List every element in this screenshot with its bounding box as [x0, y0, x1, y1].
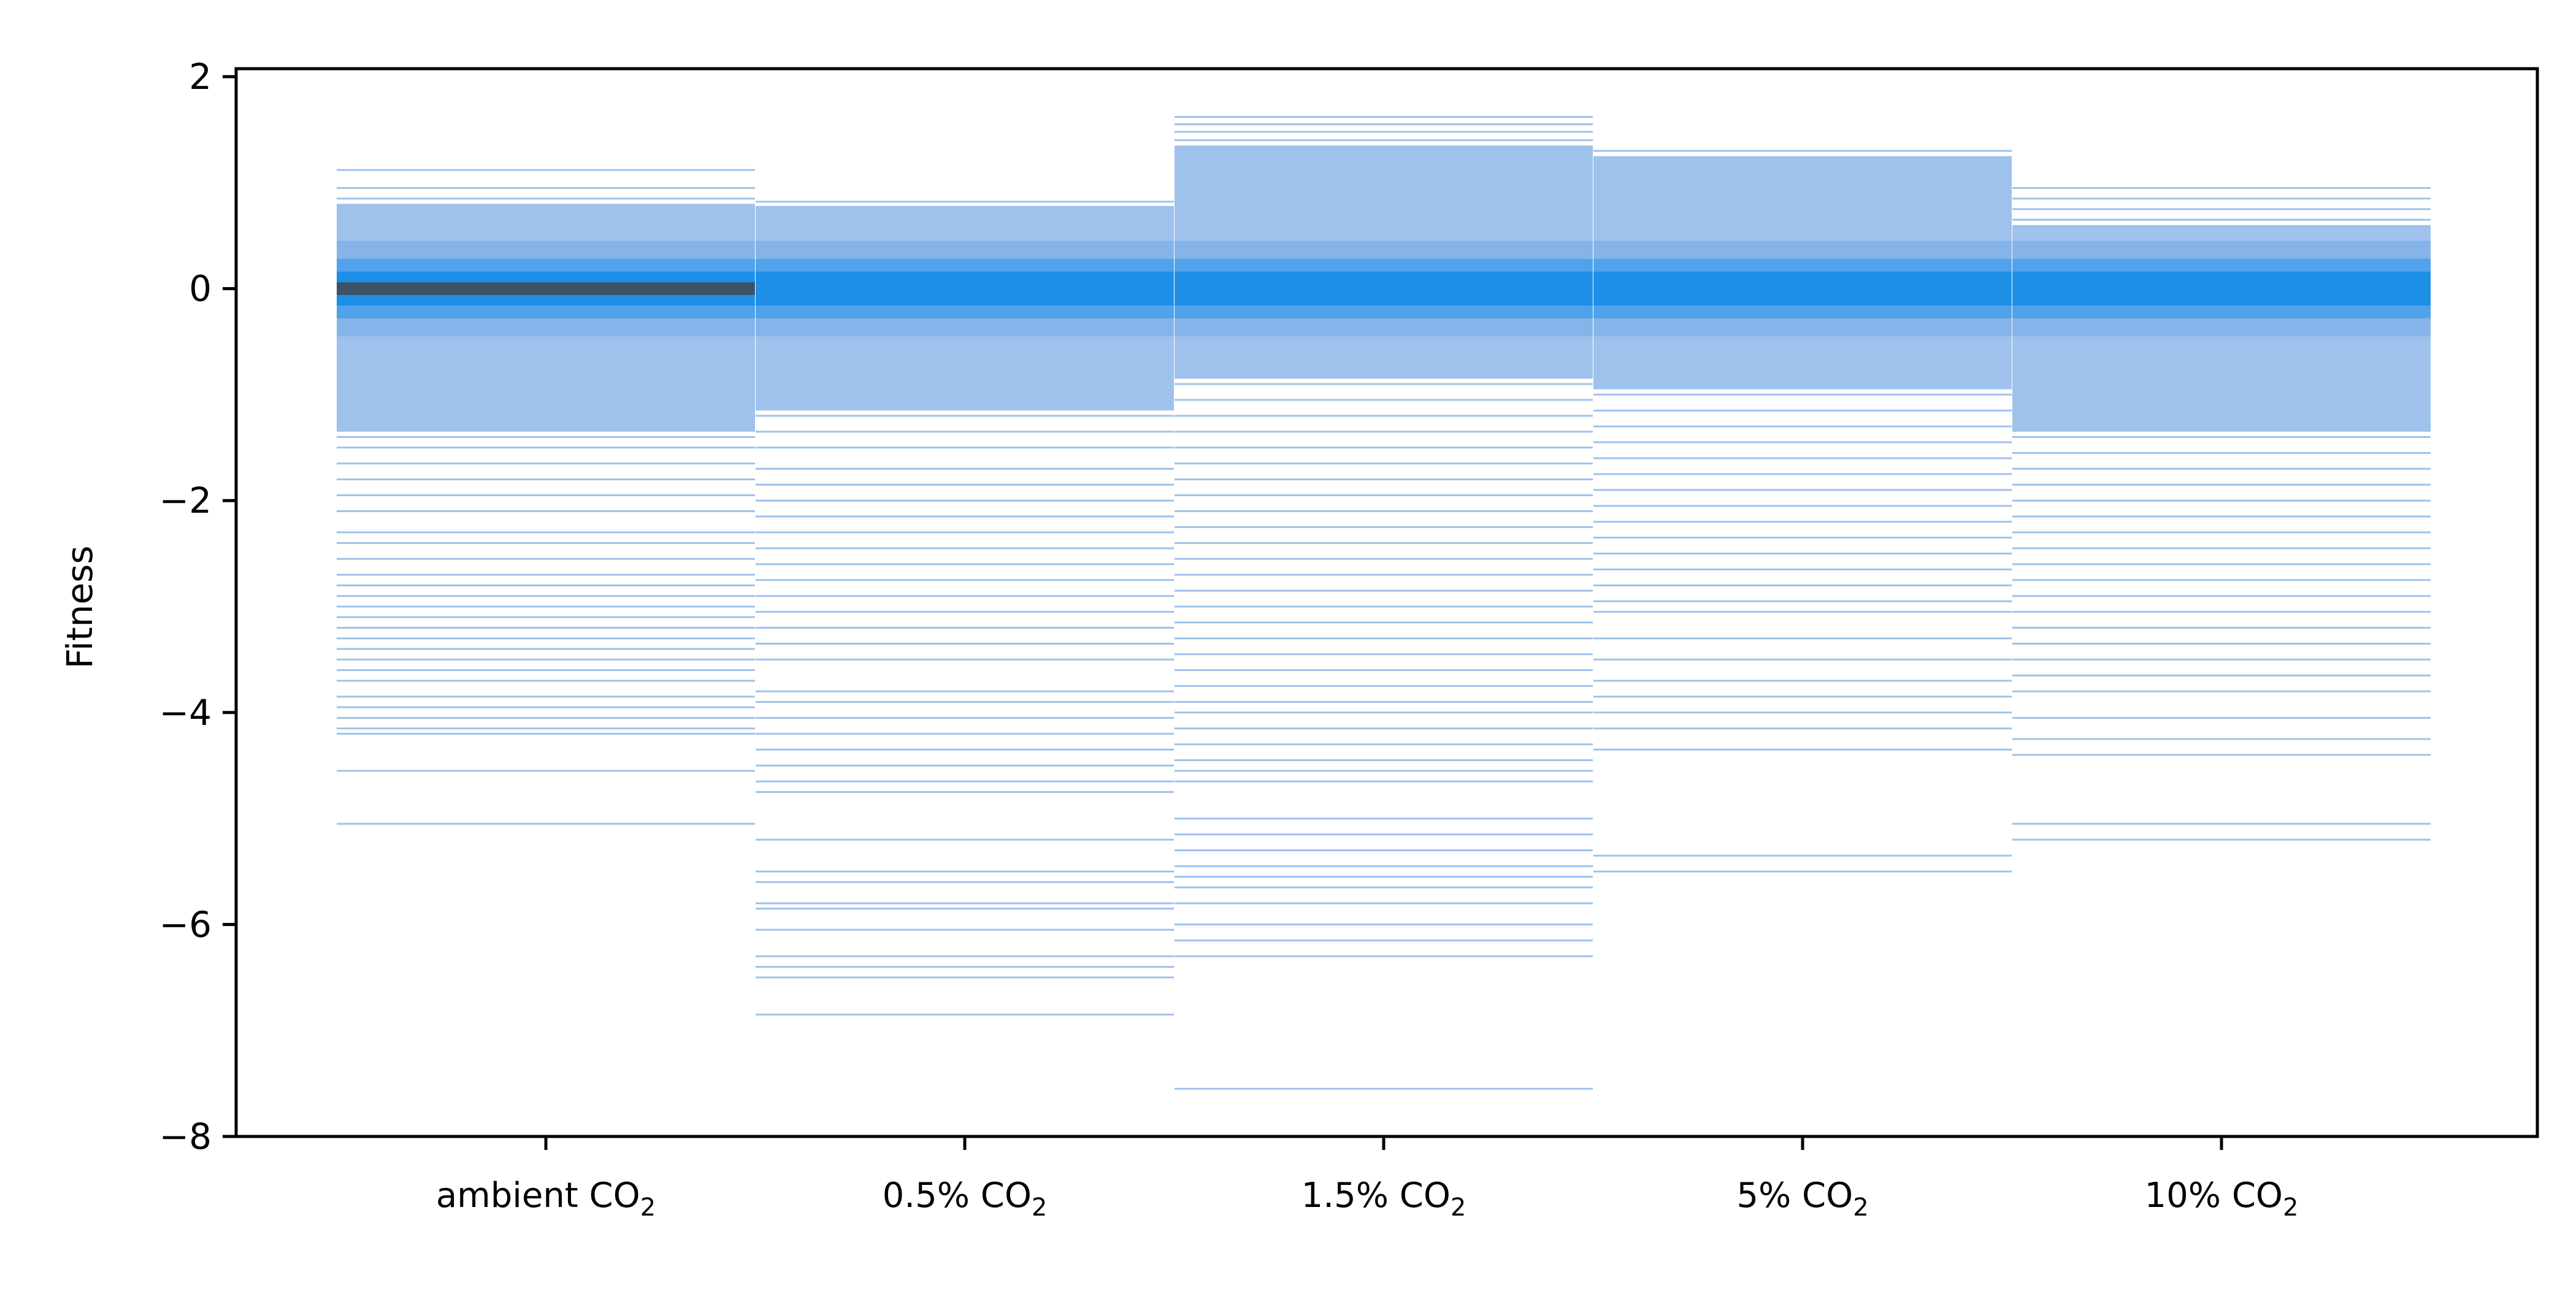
y-tick-label: −6: [159, 903, 212, 945]
y-tick-label: −2: [159, 480, 212, 521]
strip-density-core: [756, 271, 1174, 306]
y-tick-label: 2: [189, 56, 212, 98]
strip-group: [1175, 116, 1593, 1090]
strip-group: [2012, 186, 2431, 841]
y-tick-label: −8: [159, 1116, 212, 1157]
strip-group: [337, 169, 755, 825]
x-tick-label: 5% CO2: [1736, 1176, 1868, 1222]
x-tick-label: 1.5% CO2: [1301, 1176, 1466, 1222]
y-axis-title: Fitness: [59, 546, 101, 669]
strip-density-core: [2012, 271, 2431, 306]
y-tick-label: −4: [159, 692, 212, 734]
strip-density-core: [1175, 271, 1593, 306]
y-tick-label: 0: [189, 268, 212, 310]
strip-density-core: [1593, 271, 2012, 306]
x-tick-label: 0.5% CO2: [883, 1176, 1048, 1222]
x-tick-label: 10% CO2: [2145, 1176, 2299, 1222]
plot-frame: [234, 67, 2539, 1138]
y-axis: 2 0 −2 −4 −6 −8: [159, 56, 236, 1157]
strip-density-peak: [337, 282, 755, 295]
strip-group: [1593, 150, 2012, 873]
chart-marks: [337, 116, 2431, 1090]
strip-group: [756, 201, 1174, 1016]
x-tick-label: ambient CO2: [436, 1176, 656, 1222]
x-axis: ambient CO2 0.5% CO2 1.5% CO2 5% CO2 10% CO2: [436, 1136, 2299, 1222]
